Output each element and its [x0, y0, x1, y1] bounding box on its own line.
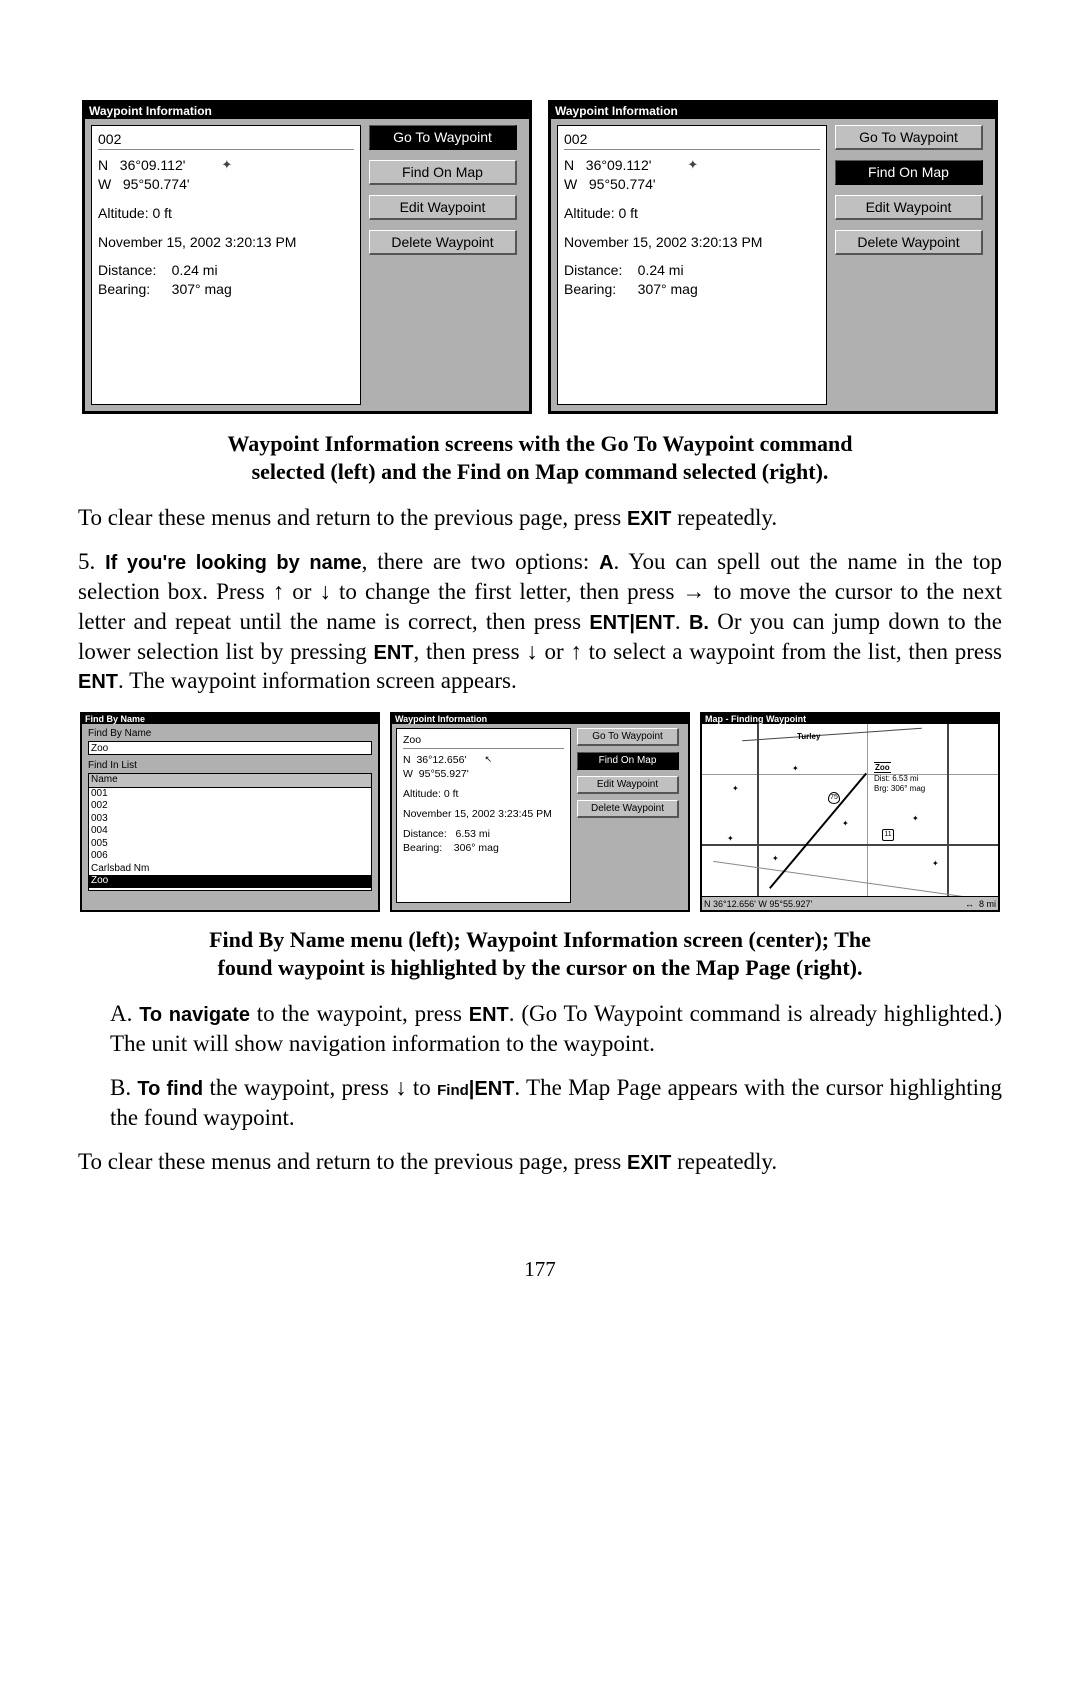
waypoint-info-window-mid: Waypoint Information Zoo N 36°12.656' ↖ W…	[390, 712, 690, 912]
waypoint-pin-icon: ✦	[687, 156, 698, 175]
map-label-turley: Turley	[797, 732, 820, 741]
window-title: Map - Finding Waypoint	[702, 714, 998, 724]
find-by-name-label: Find By Name	[88, 728, 372, 739]
waypoint-buttons: Go To Waypoint Find On Map Edit Waypoint…	[369, 125, 517, 405]
find-results-list[interactable]: Name 001 002 003 004 005 006 Carlsbad Nm…	[88, 773, 372, 891]
page-number: 177	[78, 1257, 1002, 1282]
map-label-zoo: Zoo	[874, 762, 891, 773]
waypoint-buttons: Go To Waypoint Find On Map Edit Waypoint…	[577, 728, 679, 903]
waypoint-pin-icon: ✦	[221, 156, 232, 175]
paragraph-clear-2: To clear these menus and return to the p…	[78, 1147, 1002, 1177]
find-name-input[interactable]: Zoo	[88, 741, 372, 755]
map-finding-waypoint-window: Map - Finding Waypoint ✦ ✦ ✦ ✦ ✦ ✦ ✦ Tur…	[700, 712, 1000, 912]
list-item[interactable]: 005	[89, 838, 371, 851]
map-arrow-icon: ↔	[965, 899, 974, 909]
find-on-map-button[interactable]: Find On Map	[835, 160, 983, 185]
lat-row: N 36°12.656'	[403, 753, 466, 767]
find-by-name-window: Find By Name Find By Name Zoo Find In Li…	[80, 712, 380, 912]
caption-top: Waypoint Information screens with the Go…	[78, 430, 1002, 485]
waypoint-id: 002	[564, 130, 820, 150]
find-on-map-button[interactable]: Find On Map	[577, 752, 679, 770]
timestamp: November 15, 2002 3:20:13 PM	[98, 233, 354, 252]
delete-waypoint-button[interactable]: Delete Waypoint	[577, 800, 679, 818]
waypoint-details-panel: Zoo N 36°12.656' ↖ W 95°55.927' Altitude:…	[396, 728, 571, 903]
delete-waypoint-button[interactable]: Delete Waypoint	[835, 230, 983, 255]
goto-waypoint-button[interactable]: Go To Waypoint	[835, 125, 983, 150]
list-item[interactable]: 004	[89, 825, 371, 838]
window-title: Waypoint Information	[85, 103, 529, 119]
caption-mid: Find By Name menu (left); Waypoint Infor…	[78, 926, 1002, 981]
map-status-bar: N 36°12.656' W 95°55.927' ↔ 8 mi	[702, 896, 998, 910]
window-title: Waypoint Information	[392, 714, 688, 724]
list-item[interactable]: Carlsbad Nm	[89, 863, 371, 876]
map-canvas[interactable]: ✦ ✦ ✦ ✦ ✦ ✦ ✦ Turley Zoo Dist: 6.53 mi B…	[702, 724, 998, 897]
map-scale: 8 mi	[979, 899, 996, 909]
waypoint-details-panel: 002 N 36°09.112' ✦ W 95°50.774' Altitude:…	[557, 125, 827, 405]
timestamp: November 15, 2002 3:23:45 PM	[403, 807, 564, 821]
waypoint-buttons: Go To Waypoint Find On Map Edit Waypoint…	[835, 125, 983, 405]
lat-row: N 36°09.112'	[98, 156, 185, 175]
altitude: Altitude: 0 ft	[564, 204, 820, 223]
map-label-brg: Brg: 306° mag	[874, 784, 925, 793]
edit-waypoint-button[interactable]: Edit Waypoint	[835, 195, 983, 220]
cursor-icon: ↖	[484, 753, 492, 767]
find-on-map-button[interactable]: Find On Map	[369, 160, 517, 185]
lon-row: W 95°50.774'	[564, 175, 820, 194]
paragraph-a: A. To navigate to the waypoint, press EN…	[110, 999, 1002, 1059]
waypoint-id: Zoo	[403, 733, 564, 748]
waypoint-info-window-left: Waypoint Information 002 N 36°09.112' ✦ W…	[82, 100, 532, 414]
find-in-list-label: Find In List	[88, 760, 372, 771]
top-screenshot-pair: Waypoint Information 002 N 36°09.112' ✦ W…	[78, 100, 1002, 414]
edit-waypoint-button[interactable]: Edit Waypoint	[577, 776, 679, 794]
list-item-selected[interactable]: Zoo	[89, 875, 371, 888]
list-item[interactable]: 003	[89, 813, 371, 826]
exit-key: EXIT	[627, 508, 671, 530]
timestamp: November 15, 2002 3:20:13 PM	[564, 233, 820, 252]
paragraph-b: B. To find the waypoint, press ↓ to Find…	[110, 1073, 1002, 1133]
list-item[interactable]: 001	[89, 788, 371, 801]
exit-key: EXIT	[627, 1152, 671, 1174]
waypoint-details-panel: 002 N 36°09.112' ✦ W 95°50.774' Altitude:…	[91, 125, 361, 405]
lat-row: N 36°09.112'	[564, 156, 651, 175]
map-coords: N 36°12.656' W 95°55.927'	[704, 899, 812, 909]
waypoint-id: 002	[98, 130, 354, 150]
window-title: Waypoint Information	[551, 103, 995, 119]
goto-waypoint-button[interactable]: Go To Waypoint	[369, 125, 517, 150]
paragraph-step5: 5. If you're looking by name, there are …	[78, 547, 1002, 696]
paragraph-clear-1: To clear these menus and return to the p…	[78, 503, 1002, 533]
altitude: Altitude: 0 ft	[98, 204, 354, 223]
goto-waypoint-button[interactable]: Go To Waypoint	[577, 728, 679, 746]
lon-row: W 95°50.774'	[98, 175, 354, 194]
list-item[interactable]: 002	[89, 800, 371, 813]
find-key: Find	[437, 1082, 469, 1099]
altitude: Altitude: 0 ft	[403, 787, 564, 801]
list-header: Name	[89, 774, 371, 788]
delete-waypoint-button[interactable]: Delete Waypoint	[369, 230, 517, 255]
mid-screenshot-row: Find By Name Find By Name Zoo Find In Li…	[78, 712, 1002, 912]
map-label-dist: Dist: 6.53 mi	[874, 774, 918, 783]
window-title: Find By Name	[82, 714, 378, 724]
waypoint-info-window-right: Waypoint Information 002 N 36°09.112' ✦ W…	[548, 100, 998, 414]
edit-waypoint-button[interactable]: Edit Waypoint	[369, 195, 517, 220]
list-item[interactable]: 006	[89, 850, 371, 863]
lon-row: W 95°55.927'	[403, 767, 564, 781]
